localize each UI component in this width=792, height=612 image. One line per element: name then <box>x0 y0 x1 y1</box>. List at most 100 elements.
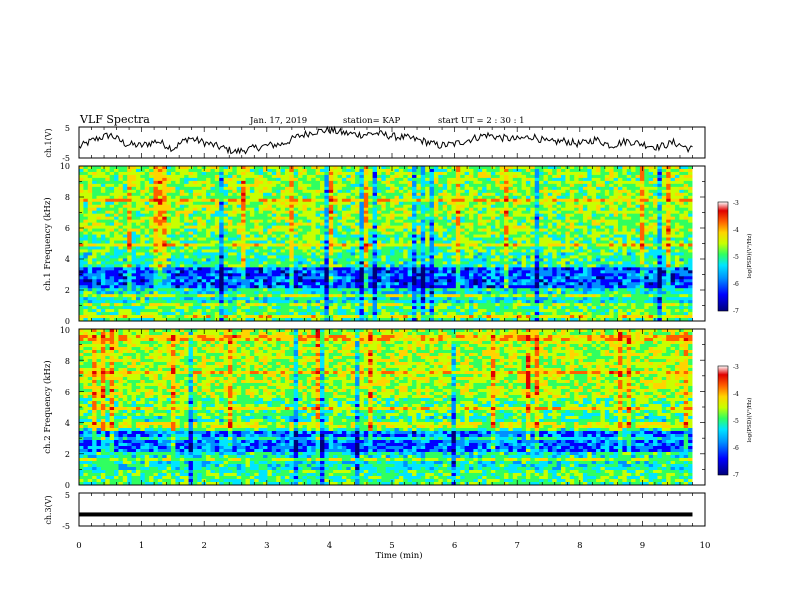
ch1-spectrogram-cell <box>201 237 207 241</box>
ch1-spectrogram-cell <box>407 180 413 185</box>
ch1-spectrogram-cell <box>376 183 382 188</box>
ch1-spectrogram-cell <box>412 207 417 212</box>
ch1-spectrogram-cell <box>153 225 159 229</box>
ch1-spectrogram-cell <box>122 198 128 203</box>
ch1-spectrogram-cell <box>219 213 224 218</box>
ch1-spectrogram-cell <box>521 228 527 232</box>
ch1-spectrogram-cell <box>499 219 505 224</box>
ch1-spectrogram-cell <box>192 243 198 247</box>
ch1-spectrogram-cell <box>263 255 268 259</box>
ch1-spectrogram-cell <box>626 210 632 215</box>
ch1-spectrogram-cell <box>258 255 264 259</box>
ch1-spectrogram-cell <box>109 186 115 191</box>
ch1-spectrogram-cell <box>565 216 571 221</box>
ch1-spectrogram-cell <box>394 258 400 262</box>
ch1-spectrogram-cell <box>451 255 457 259</box>
ch1-spectrogram-cell <box>565 177 571 182</box>
ch1-spectrogram-cell <box>653 174 658 179</box>
ch1-spectrogram-cell <box>376 222 382 227</box>
ch1-spectrogram-cell <box>79 171 84 176</box>
ch1-spectrogram-cell <box>403 195 409 200</box>
ch1-spectrogram-cell <box>92 183 97 188</box>
ch1-spectrogram-cell <box>416 234 422 238</box>
ch1-spectrogram-cell <box>219 252 224 256</box>
ch1-spectrogram-cell <box>249 192 255 197</box>
ch1-spectrogram-cell <box>171 166 176 170</box>
ch1-spectrogram-cell <box>433 174 439 179</box>
ch1-spectrogram-cell <box>617 204 623 209</box>
ch1-spectrogram-cell <box>644 192 650 197</box>
ch1-spectrogram-cell <box>447 207 452 212</box>
ch1-spectrogram-cell <box>153 234 159 238</box>
ch1-spectrogram-cell <box>284 177 290 182</box>
ch1-spectrogram-cell <box>249 216 255 221</box>
ch1-spectrogram-cell <box>582 246 588 250</box>
ch1-spectrogram-cell <box>617 252 623 256</box>
ch1-spectrogram-cell <box>688 216 693 221</box>
ch1-spectrogram-cell <box>368 186 373 191</box>
ch1-spectrogram-cell <box>227 216 233 221</box>
ch1-spectrogram-cell <box>469 198 474 203</box>
ch1-spectrogram-cell <box>530 216 536 221</box>
ch1-spectrogram-cell <box>416 195 422 200</box>
ch1-spectrogram-cell <box>433 249 439 253</box>
ch1-spectrogram-cell <box>267 255 273 259</box>
ch1-spectrogram-cell <box>363 201 369 206</box>
ch1-spectrogram-cell <box>320 174 325 179</box>
ch1-spectrogram-cell <box>381 246 387 250</box>
ch1-spectrogram-cell <box>144 177 150 182</box>
ch1-spectrogram-cell <box>644 249 650 253</box>
ch1-spectrogram-cell <box>552 258 558 262</box>
ch1-spectrogram-cell <box>135 225 141 229</box>
ch1-spectrogram-cell <box>122 270 128 274</box>
ch1-spectrogram-cell <box>236 192 242 197</box>
ch1-spectrogram-cell <box>683 246 689 250</box>
ch1-spectrogram-cell <box>171 252 176 256</box>
ch1-spectrogram-cell <box>153 166 159 170</box>
ch1-spectrogram-cell <box>666 267 671 271</box>
ch1-spectrogram-cell <box>179 243 185 247</box>
ch1-spectrogram-cell <box>534 264 540 268</box>
ch1-spectrogram-cell <box>451 189 457 194</box>
ch1-spectrogram-cell <box>333 237 338 241</box>
ch1-spectrogram-cell <box>552 264 558 268</box>
ch1-spectrogram-cell <box>438 183 444 188</box>
ch1-spectrogram-cell <box>363 180 369 185</box>
ch1-spectrogram-cell <box>263 237 268 241</box>
ch1-spectrogram-cell <box>455 168 461 173</box>
ch1-spectrogram-cell <box>508 258 514 262</box>
ch1-spectrogram-cell <box>276 213 281 218</box>
ch1-spectrogram-cell <box>263 192 268 197</box>
ch1-spectrogram-cell <box>591 258 597 262</box>
ch1-spectrogram-cell <box>376 255 382 259</box>
ch1-spectrogram-cell <box>293 234 299 238</box>
ch1-spectrogram-cell <box>670 225 676 229</box>
ch1-spectrogram-cell <box>192 249 198 253</box>
ch1-spectrogram-cell <box>578 166 584 170</box>
ch1-spectrogram-cell <box>683 183 689 188</box>
ch1-spectrogram-cell <box>473 204 479 209</box>
ch1-spectrogram-cell <box>495 240 501 244</box>
ch1-spectrogram-cell <box>390 183 395 188</box>
ch1-spectrogram-cell <box>412 258 417 262</box>
ch1-spectrogram-cell <box>258 231 264 235</box>
ch1-spectrogram-cell <box>600 243 606 247</box>
ch1-spectrogram-cell <box>302 171 308 176</box>
ch1-spectrogram-cell <box>653 249 658 253</box>
ch1-spectrogram-cell <box>346 267 352 271</box>
ch1-spectrogram-cell <box>561 201 566 206</box>
ch1-spectrogram-cell <box>666 201 671 206</box>
ch1-spectrogram-cell <box>609 234 614 238</box>
ch1-spectrogram-cell <box>617 261 623 265</box>
ch1-spectrogram-cell <box>324 204 330 209</box>
ch1-spectrogram-cell <box>258 166 264 170</box>
ch1-spectrogram-cell <box>284 237 290 241</box>
ch1-spectrogram-cell <box>644 168 650 173</box>
ch1-spectrogram-cell <box>320 201 325 206</box>
ch1-spectrogram-cell <box>131 213 137 218</box>
ch1-spectrogram-cell <box>569 189 575 194</box>
ch1-spectrogram-cell <box>433 228 439 232</box>
ch1-spectrogram-cell <box>105 168 111 173</box>
ch1-spectrogram-cell <box>613 264 619 268</box>
ch1-spectrogram-cell <box>521 258 527 262</box>
